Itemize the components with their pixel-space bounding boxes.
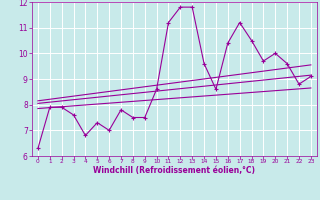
X-axis label: Windchill (Refroidissement éolien,°C): Windchill (Refroidissement éolien,°C)	[93, 166, 255, 175]
